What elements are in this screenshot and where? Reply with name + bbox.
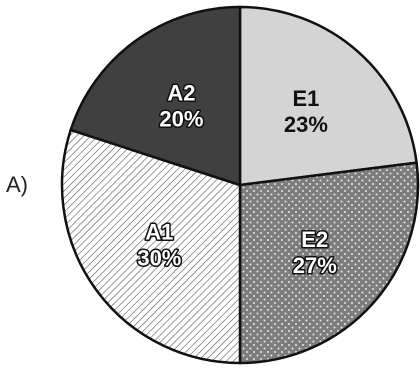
slice-label-a1: A1 [145,220,173,245]
slice-percent-a1: 30% [137,246,181,271]
slice-percent-e1: 23% [284,112,328,137]
slice-percent-e2: 27% [293,253,337,278]
pie-slice-e2 [238,161,420,365]
slice-label-a2: A2 [167,80,195,105]
panel-label: A) [6,172,28,197]
pie-slice-a2 [69,5,242,187]
pie-slice-a1 [60,128,242,365]
slice-percent-a2: 20% [159,106,203,131]
pie-slice-e1 [238,5,418,187]
slice-label-e1: E1 [292,86,319,111]
slice-label-e2: E2 [301,227,328,252]
